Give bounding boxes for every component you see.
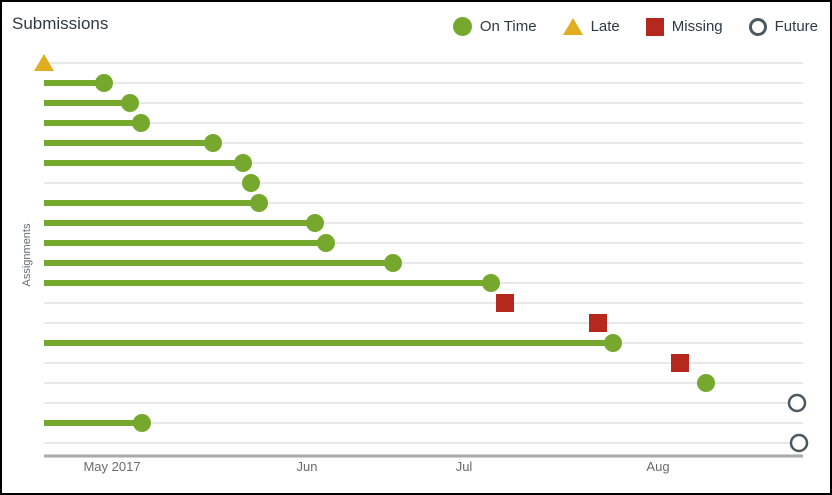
- on-time-marker[interactable]: [317, 234, 335, 252]
- legend-label: Missing: [671, 18, 723, 35]
- legend-label: Late: [590, 18, 620, 35]
- missing-marker[interactable]: [671, 354, 689, 372]
- x-axis-tick-label: Jun: [297, 459, 318, 474]
- on-time-marker[interactable]: [95, 74, 113, 92]
- on-time-circle-icon: [452, 17, 472, 36]
- x-axis-tick-label: Aug: [646, 459, 669, 474]
- future-open-circle-icon: [748, 17, 767, 36]
- legend-item-missing: Missing: [645, 17, 723, 36]
- on-time-marker[interactable]: [121, 94, 139, 112]
- on-time-marker[interactable]: [132, 114, 150, 132]
- legend-item-future: Future: [748, 17, 818, 36]
- legend: On Time Late Missing Future: [452, 17, 818, 36]
- on-time-marker[interactable]: [242, 174, 260, 192]
- on-time-marker[interactable]: [482, 274, 500, 292]
- missing-square-icon: [645, 17, 664, 36]
- y-axis-label: Assignments: [21, 223, 33, 286]
- x-axis-tick-label: May 2017: [83, 459, 140, 474]
- legend-label: On Time: [479, 18, 537, 35]
- x-axis-tick-label: Jul: [456, 459, 473, 474]
- on-time-marker[interactable]: [133, 414, 151, 432]
- on-time-marker[interactable]: [234, 154, 252, 172]
- page-title: Submissions: [12, 14, 109, 33]
- legend-item-on-time: On Time: [452, 17, 537, 36]
- on-time-marker[interactable]: [250, 194, 268, 212]
- legend-label: Future: [774, 18, 818, 35]
- on-time-marker[interactable]: [697, 374, 715, 392]
- on-time-marker[interactable]: [604, 334, 622, 352]
- missing-marker[interactable]: [589, 314, 607, 332]
- future-marker[interactable]: [787, 393, 807, 413]
- future-marker[interactable]: [789, 433, 809, 453]
- late-triangle-icon: [562, 18, 583, 35]
- on-time-marker[interactable]: [306, 214, 324, 232]
- on-time-marker[interactable]: [204, 134, 222, 152]
- legend-item-late: Late: [562, 18, 620, 35]
- on-time-marker[interactable]: [384, 254, 402, 272]
- late-marker[interactable]: [34, 54, 54, 71]
- missing-marker[interactable]: [496, 294, 514, 312]
